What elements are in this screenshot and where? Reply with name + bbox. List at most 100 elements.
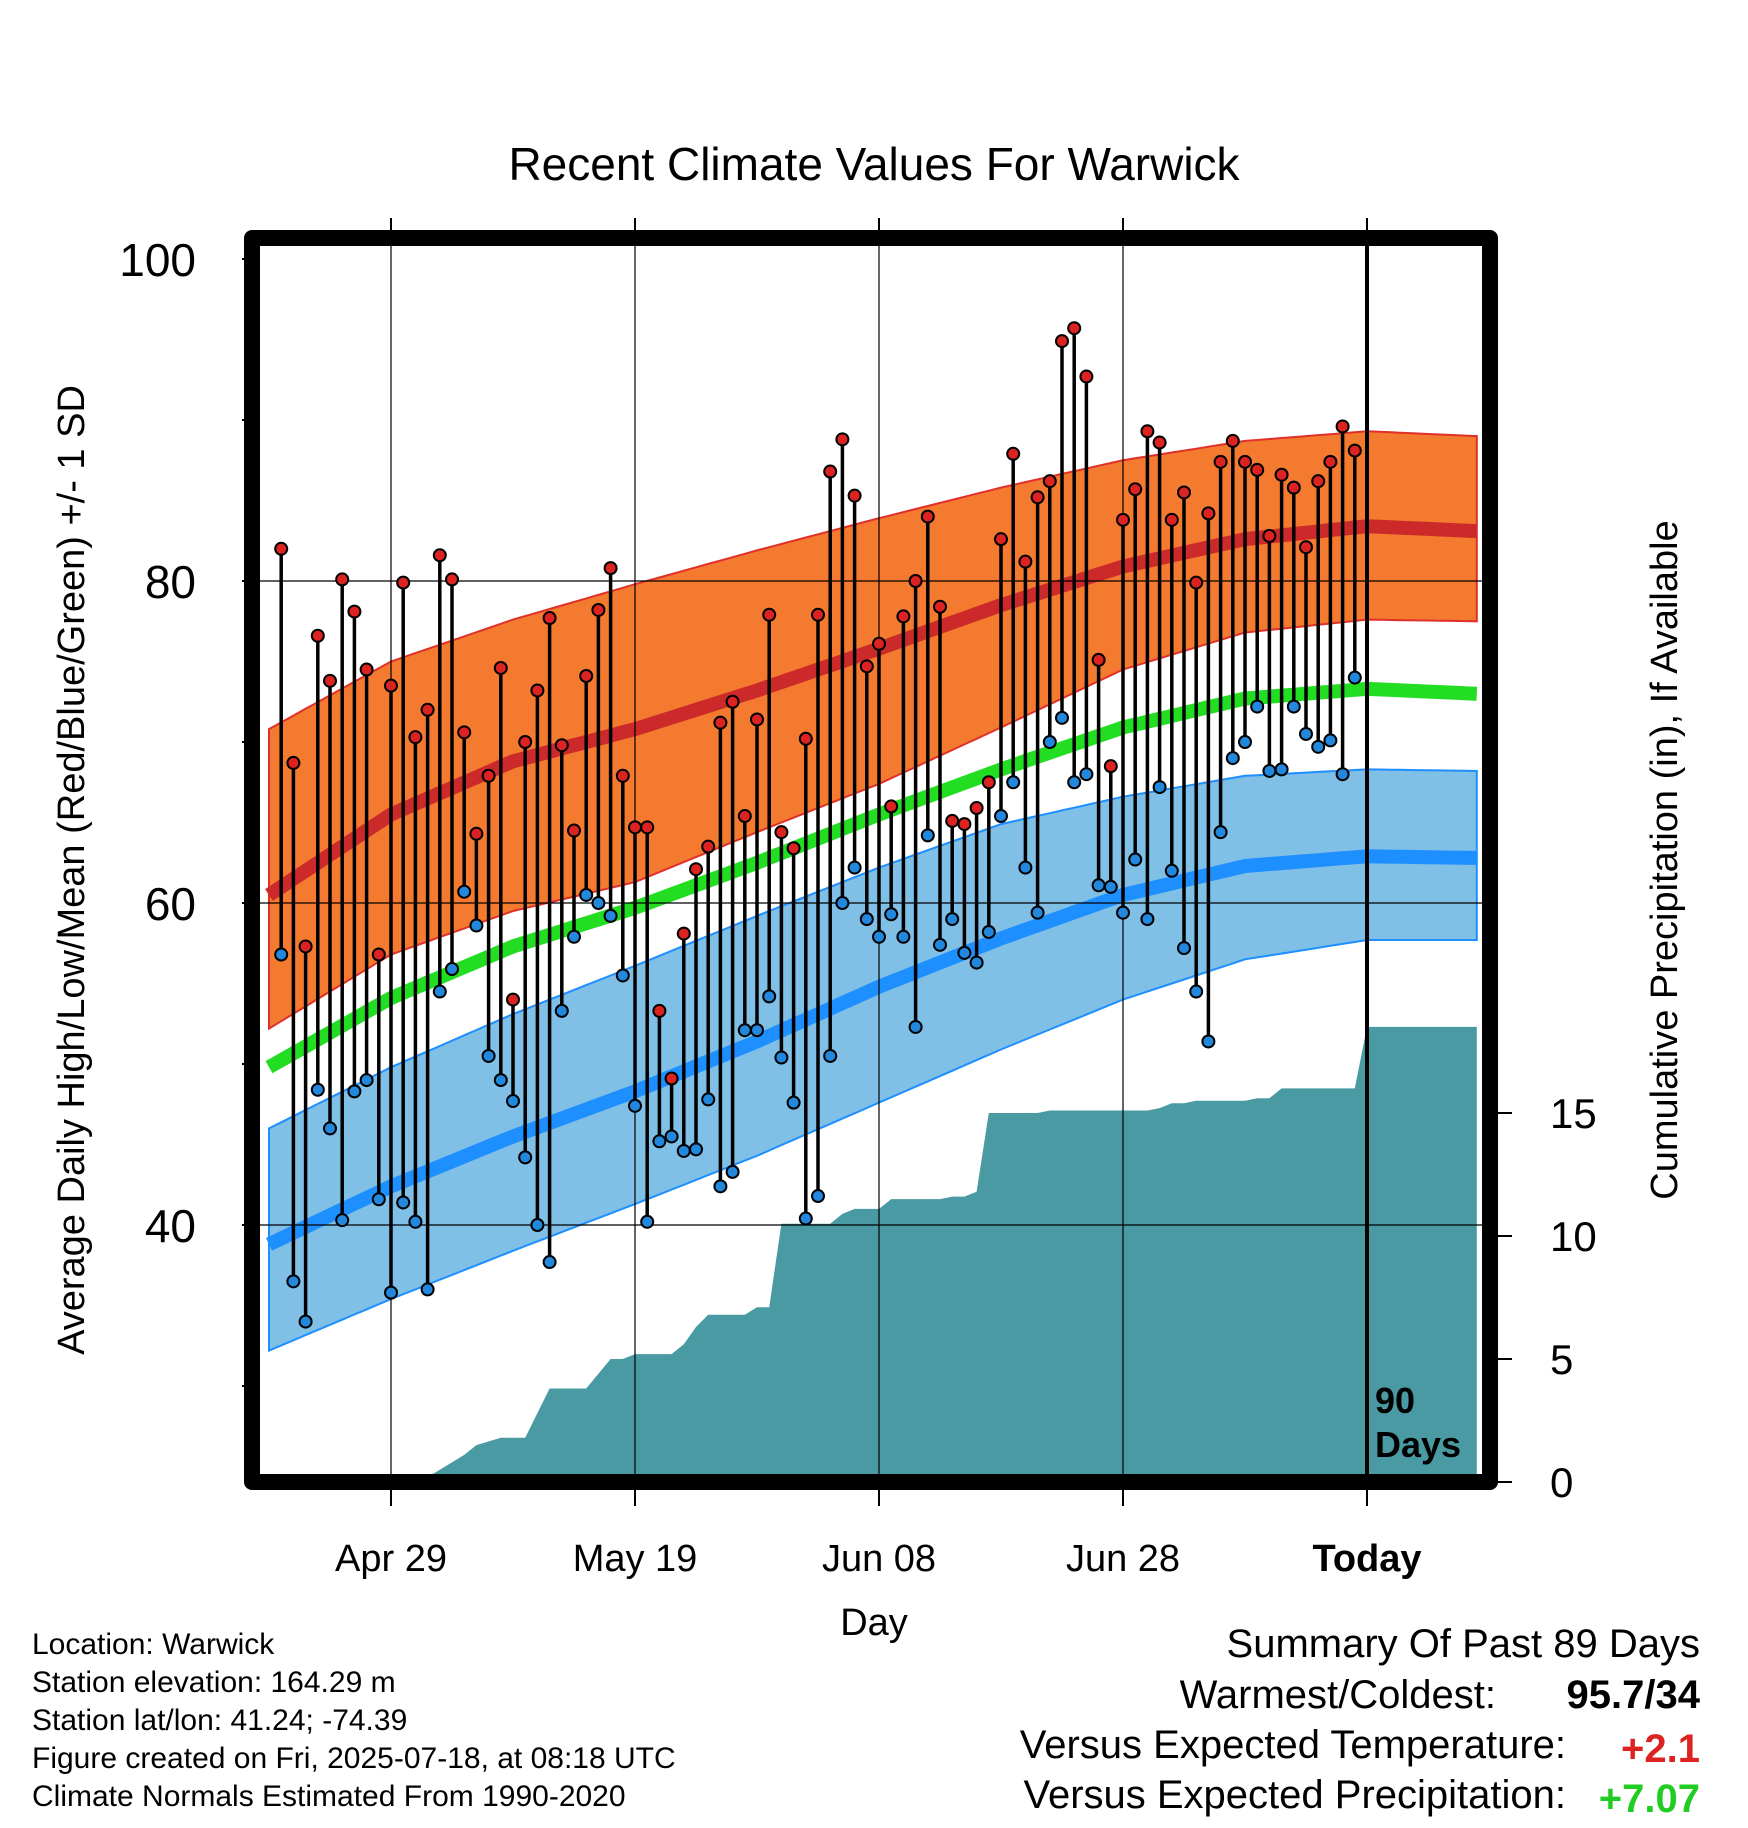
mean-normal-line [265, 681, 1478, 1074]
daily-low-point [823, 1048, 838, 1063]
daily-low-point [603, 908, 618, 923]
daily-high-point [1286, 480, 1301, 495]
daily-high-point [835, 432, 850, 447]
daily-low-point [1006, 775, 1021, 790]
station-info: Location: Warwick Station elevation: 164… [32, 1626, 676, 1816]
daily-low-point [1042, 735, 1057, 749]
y2-tick-label: 5 [1550, 1336, 1573, 1383]
daily-high-point [445, 572, 459, 587]
daily-low-point [432, 984, 447, 999]
daily-low-point [1116, 905, 1130, 920]
daily-high-point [896, 609, 911, 624]
temp-vs-expected-value: +2.1 [1621, 1727, 1700, 1771]
daily-low-point [579, 887, 594, 902]
daily-low-point [969, 955, 984, 970]
daily-high-point [676, 926, 691, 941]
created-text: Figure created on Fri, 2025-07-18, at 08… [32, 1742, 676, 1775]
low-sd-band [268, 768, 1478, 1353]
daily-high-point [933, 599, 947, 614]
plot-area: 90 Days 40 60 80 100 0 5 10 15 Apr 29 May 19 Jun 08 J… [119, 218, 1597, 1580]
y2-tick-label: 15 [1550, 1090, 1597, 1137]
daily-low-point [1079, 767, 1094, 782]
daily-high-point [1299, 540, 1313, 555]
daily-high-point [481, 768, 496, 783]
daily-high-point [286, 755, 301, 770]
daily-high-point [1152, 435, 1167, 450]
daily-low-point [445, 962, 459, 977]
x-tick-label: May 19 [573, 1538, 698, 1580]
summary-title: Summary Of Past 89 Days [1226, 1622, 1700, 1666]
daily-high-point [432, 548, 447, 563]
daily-low-point [1103, 879, 1118, 894]
daily-low-point [713, 1179, 728, 1194]
daily-low-point [1018, 860, 1033, 875]
daily-low-point [1286, 699, 1301, 714]
daily-low-point [1128, 852, 1143, 867]
daily-high-point [1250, 462, 1265, 477]
daily-high-point [920, 509, 935, 524]
daily-low-point [920, 828, 935, 843]
daily-low-point [1213, 825, 1228, 840]
daily-low-point [1238, 735, 1252, 749]
daily-high-point [1201, 506, 1216, 521]
daily-high-point [274, 541, 289, 556]
daily-low-point [1152, 780, 1167, 795]
daily-high-point [1140, 424, 1155, 439]
y-tick-label: 100 [119, 234, 196, 286]
daily-low-point [1067, 775, 1082, 790]
daily-high-point [762, 607, 777, 622]
daily-high-point [1274, 467, 1289, 482]
daily-low-point [274, 947, 289, 962]
daily-high-point [603, 561, 618, 576]
daily-high-point [823, 464, 838, 479]
precip-vs-expected-value: +7.07 [1598, 1777, 1700, 1821]
daily-low-point [1323, 733, 1338, 748]
daily-low-point [652, 1134, 667, 1149]
daily-high-point [1091, 652, 1106, 667]
plot-frame [244, 230, 1498, 1490]
daily-low-point [359, 1073, 374, 1088]
daily-high-point [530, 683, 545, 698]
daily-high-point [408, 730, 423, 745]
daily-high-point [1177, 485, 1191, 500]
daily-high-point [786, 841, 801, 856]
daily-high-point [908, 574, 923, 588]
daily-high-point [1335, 419, 1350, 434]
daily-high-point [652, 1003, 667, 1018]
x-axis-label: Day [840, 1602, 908, 1644]
daily-high-point [811, 607, 825, 622]
daily-low-point [1311, 739, 1326, 754]
daily-low-point [371, 1192, 386, 1207]
daily-high-point [628, 820, 642, 835]
daily-low-point [945, 912, 960, 927]
elevation-text: Station elevation: 164.29 m [32, 1666, 396, 1699]
daily-high-point [567, 823, 581, 838]
daily-low-point [762, 989, 777, 1004]
y2-axis-label: Cumulative Precipitation (in), If Availa… [1644, 520, 1686, 1199]
daily-low-point [384, 1285, 398, 1300]
daily-high-point [469, 826, 484, 841]
daily-high-point [1262, 528, 1277, 543]
x-tick-label: Jun 08 [822, 1538, 936, 1580]
daily-high-point [1042, 474, 1057, 489]
daily-high-point [872, 636, 886, 651]
precip-cumulative-area [431, 1026, 1477, 1475]
daily-low-point [872, 929, 886, 944]
daily-high-point [884, 799, 899, 814]
daily-low-point [1055, 710, 1069, 725]
daily-low-point [737, 1023, 752, 1038]
daily-high-point [335, 572, 350, 587]
daily-high-point [750, 712, 764, 727]
daily-low-point [1201, 1034, 1216, 1049]
daily-high-point [689, 862, 703, 877]
daily-low-point [1164, 863, 1179, 878]
daily-low-point [567, 929, 581, 944]
daily-high-point [493, 660, 508, 675]
daily-high-point [1018, 554, 1033, 569]
daily-low-point [750, 1023, 764, 1038]
y2-tick-label: 0 [1550, 1459, 1573, 1506]
daily-low-point [530, 1218, 545, 1232]
daily-high-point [1055, 334, 1069, 349]
daily-low-point [518, 1150, 533, 1165]
daily-low-point [884, 907, 899, 922]
